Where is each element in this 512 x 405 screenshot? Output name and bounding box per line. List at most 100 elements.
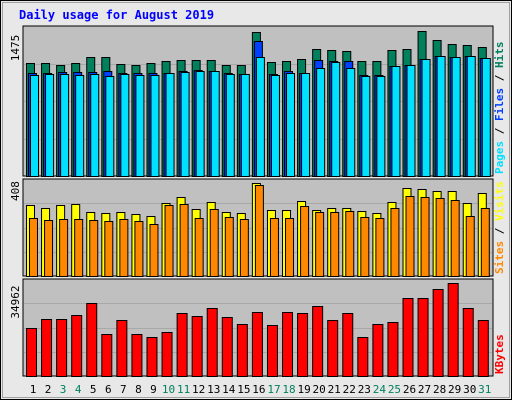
pages-bar bbox=[406, 65, 416, 177]
legend-sep-1: / bbox=[493, 121, 506, 141]
sites-bar bbox=[315, 212, 325, 277]
pages-bar bbox=[135, 75, 145, 177]
sites-bar bbox=[345, 211, 355, 277]
kbytes-bar bbox=[417, 298, 429, 377]
pages-bar bbox=[180, 72, 190, 177]
x-tick-label: 9 bbox=[150, 383, 157, 396]
kbytes-bar bbox=[462, 308, 474, 377]
x-axis-labels: 1 2 3 4 5 6 7 8 9 10 11 12 13 14 15 16 17 18 19 20 21 22 23 24 2… bbox=[30, 383, 492, 396]
x-tick-label: 1 bbox=[30, 383, 37, 396]
sites-bar bbox=[164, 205, 174, 277]
pages-bar bbox=[150, 75, 160, 177]
kbytes-bar bbox=[387, 322, 399, 377]
pages-bar bbox=[301, 73, 311, 177]
x-tick-label: 24 bbox=[373, 383, 387, 396]
sites-bar bbox=[104, 221, 114, 277]
sites-bar bbox=[330, 212, 340, 277]
legend-sites: Sites bbox=[493, 241, 506, 274]
kbytes-bar bbox=[146, 337, 158, 377]
x-tick-label: 22 bbox=[343, 383, 356, 396]
kbytes-bar bbox=[312, 306, 324, 377]
kbytes-bar bbox=[266, 325, 278, 377]
pages-bar bbox=[225, 74, 235, 177]
kbytes-bar bbox=[402, 298, 414, 377]
kbytes-bar bbox=[116, 320, 128, 377]
sites-bar bbox=[119, 219, 129, 277]
sites-bar bbox=[89, 220, 99, 277]
kbytes-bar bbox=[372, 324, 384, 377]
x-tick-label: 16 bbox=[252, 383, 265, 396]
x-tick-label: 13 bbox=[207, 383, 220, 396]
kbytes-bar bbox=[432, 289, 444, 377]
kbytes-bar bbox=[191, 316, 203, 377]
sites-bar bbox=[44, 220, 54, 277]
kbytes-bar bbox=[251, 312, 263, 377]
sites-bar bbox=[194, 218, 204, 277]
kbytes-bar bbox=[206, 308, 218, 377]
sites-bar bbox=[179, 204, 189, 277]
kbytes-bar bbox=[357, 337, 369, 377]
pages-bar bbox=[270, 75, 280, 177]
kbytes-bar bbox=[282, 312, 294, 377]
sites-bar bbox=[285, 218, 295, 277]
pages-bar bbox=[466, 56, 476, 177]
pages-bar bbox=[346, 68, 356, 177]
legend-sep-3: / bbox=[493, 221, 506, 241]
pages-bar bbox=[421, 59, 431, 177]
x-tick-label: 15 bbox=[237, 383, 250, 396]
bars-layer bbox=[24, 31, 492, 377]
pages-bar bbox=[195, 71, 205, 177]
hits-legend: Pages / Files / Hits bbox=[493, 42, 506, 175]
x-tick-label: 25 bbox=[388, 383, 401, 396]
sites-bar bbox=[420, 197, 430, 277]
pages-bar bbox=[255, 57, 265, 177]
kbytes-max-label: 34962 bbox=[9, 285, 22, 318]
sites-bar bbox=[435, 198, 445, 277]
sites-bar bbox=[300, 206, 310, 277]
sites-bar bbox=[134, 221, 144, 277]
x-tick-label: 11 bbox=[177, 383, 190, 396]
x-tick-label: 10 bbox=[162, 383, 175, 396]
sites-bar bbox=[465, 216, 475, 277]
kbytes-bar bbox=[26, 328, 37, 377]
kbytes-bar bbox=[447, 283, 459, 377]
pages-bar bbox=[120, 74, 130, 177]
x-tick-label: 18 bbox=[282, 383, 295, 396]
pages-bar bbox=[316, 68, 326, 177]
x-tick-label: 26 bbox=[403, 383, 416, 396]
x-tick-label: 5 bbox=[90, 383, 97, 396]
kbytes-bar bbox=[101, 334, 113, 377]
kbytes-bar bbox=[342, 313, 354, 377]
kbytes-bar bbox=[176, 313, 188, 377]
sites-bar bbox=[480, 208, 490, 277]
legend-files: Files bbox=[493, 88, 506, 121]
x-tick-label: 20 bbox=[313, 383, 326, 396]
pages-bar bbox=[451, 57, 461, 177]
pages-bar bbox=[75, 75, 85, 177]
pages-bar bbox=[361, 76, 371, 177]
pages-bar bbox=[240, 74, 250, 177]
pages-bar bbox=[210, 71, 220, 177]
sites-bar bbox=[360, 217, 370, 277]
pages-bar bbox=[286, 73, 296, 177]
pages-bar bbox=[60, 74, 70, 177]
legend-pages: Pages bbox=[493, 141, 506, 174]
visits-max-label: 408 bbox=[9, 181, 22, 201]
kbytes-bar bbox=[131, 334, 143, 377]
x-tick-label: 3 bbox=[60, 383, 67, 396]
x-tick-label: 28 bbox=[433, 383, 446, 396]
x-tick-label: 21 bbox=[328, 383, 341, 396]
sites-bar bbox=[239, 219, 249, 277]
sites-bar bbox=[375, 218, 385, 277]
kbytes-bar bbox=[297, 313, 309, 377]
sites-bar bbox=[209, 209, 219, 277]
x-tick-label: 7 bbox=[120, 383, 127, 396]
sites-bar bbox=[450, 200, 460, 277]
kbytes-bar bbox=[221, 317, 233, 377]
kbytes-bar bbox=[236, 324, 248, 377]
pages-bar bbox=[481, 58, 491, 177]
visits-legend: Sites / Visits bbox=[493, 181, 506, 274]
x-tick-label: 31 bbox=[478, 383, 491, 396]
